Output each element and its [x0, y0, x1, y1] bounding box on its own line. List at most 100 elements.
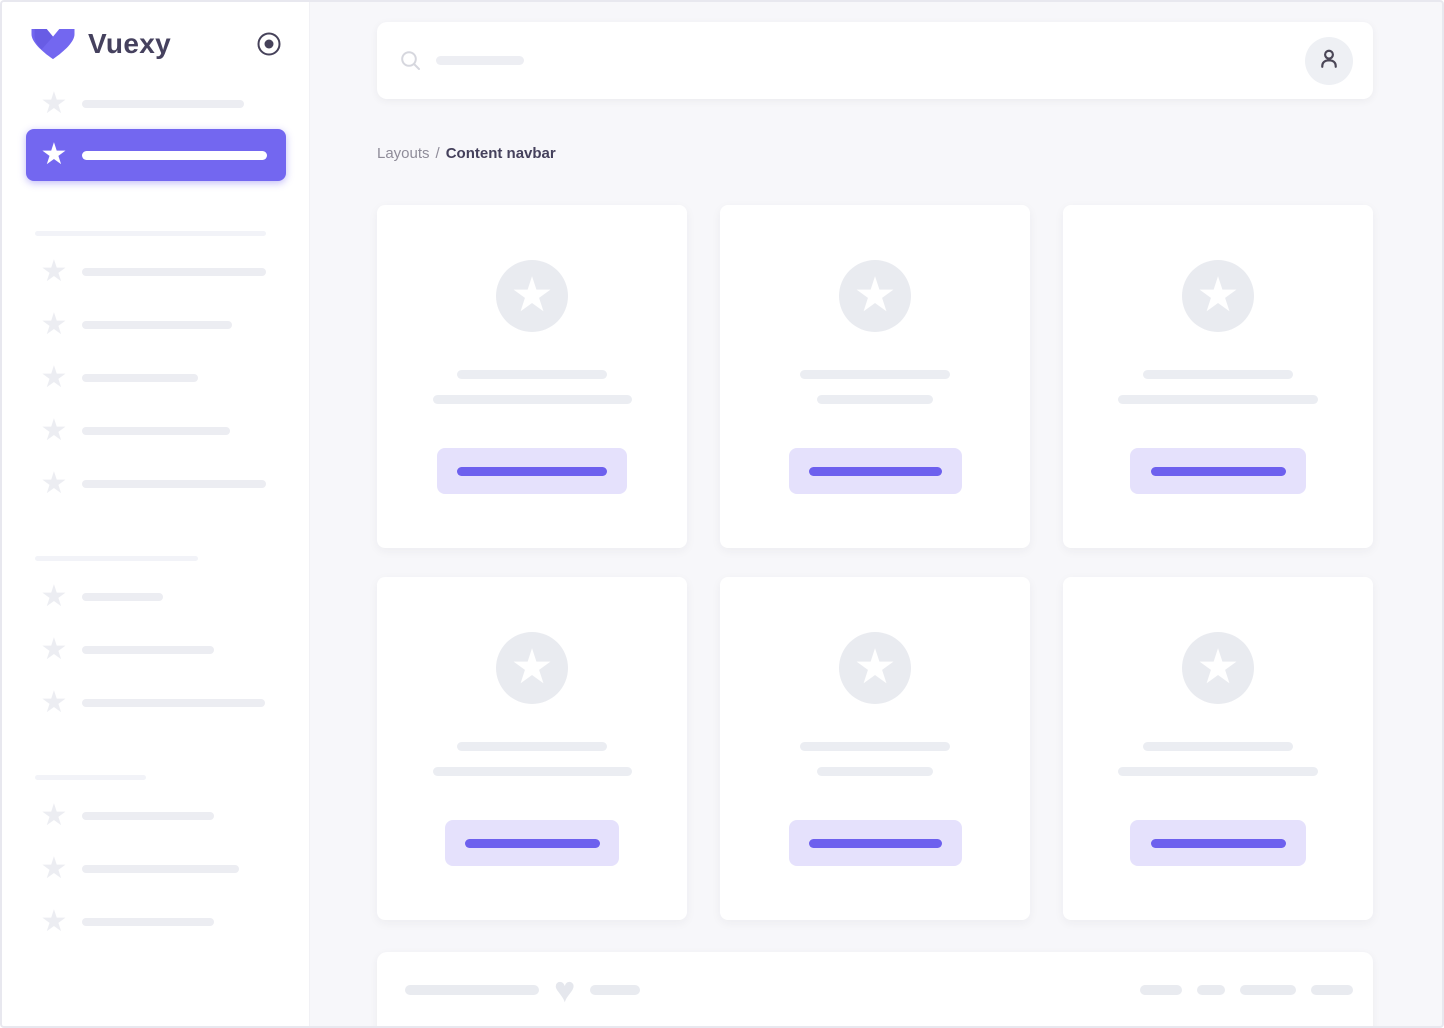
star-icon: ★: [40, 87, 68, 120]
footer: ♥: [377, 952, 1373, 1026]
placeholder-card: ★: [1063, 577, 1373, 920]
user-avatar-button[interactable]: [1305, 36, 1353, 85]
app-logo[interactable]: Vuexy: [30, 28, 171, 60]
main-content: Layouts / Content navbar ★ ★ ★ ★ ★ ★ ♥: [310, 2, 1442, 1026]
star-icon: ★: [40, 580, 68, 613]
sidebar-item[interactable]: ★: [41, 310, 285, 340]
sidebar-item-active[interactable]: ★: [26, 129, 286, 181]
card-avatar-circle: ★: [1182, 632, 1254, 704]
skeleton-bar: [590, 985, 641, 995]
card-avatar-circle: ★: [1182, 260, 1254, 332]
skeleton-line: [1143, 742, 1293, 751]
skeleton-line: [800, 742, 950, 751]
skeleton-bar: [82, 918, 214, 926]
card-avatar-circle: ★: [839, 632, 911, 704]
sidebar-item[interactable]: ★: [40, 580, 285, 613]
skeleton-line: [1143, 370, 1293, 379]
card-button[interactable]: [445, 820, 619, 866]
sidebar-item[interactable]: ★: [40, 87, 285, 120]
skeleton-bar: [82, 321, 232, 329]
breadcrumb-separator: /: [435, 145, 440, 162]
sidebar-item[interactable]: ★: [41, 688, 285, 718]
skeleton-bar: [82, 699, 265, 707]
placeholder-card: ★: [720, 205, 1030, 548]
app-title: Vuexy: [88, 28, 171, 59]
star-icon: ★: [1196, 269, 1240, 322]
placeholder-card: ★: [720, 577, 1030, 920]
card-button[interactable]: [1130, 820, 1306, 866]
sidebar-item[interactable]: ★: [40, 633, 285, 666]
sidebar-item[interactable]: ★: [40, 255, 285, 288]
skeleton-bar: [1240, 985, 1296, 995]
skeleton-line: [1118, 395, 1318, 404]
skeleton-bar: [1140, 985, 1182, 995]
button-skeleton-bar: [1150, 466, 1286, 476]
skeleton-line: [1118, 767, 1318, 776]
skeleton-line: [457, 742, 607, 751]
skeleton-line: [817, 767, 933, 776]
sidebar-item[interactable]: ★: [41, 469, 285, 499]
search-input[interactable]: [400, 50, 1305, 71]
star-icon: ★: [853, 641, 897, 694]
menu-section-divider: [35, 556, 198, 561]
record-circle-icon: [255, 30, 283, 58]
button-skeleton-bar: [457, 466, 607, 476]
skeleton-bar: [405, 985, 539, 995]
menu-section-divider: [35, 231, 266, 236]
card-button[interactable]: [788, 448, 962, 494]
card-avatar-circle: ★: [496, 260, 568, 332]
cards-grid: ★ ★ ★ ★ ★ ★: [377, 205, 1373, 920]
sidebar-menu: ★ ★ ★ ★ ★ ★ ★ ★ ★ ★ ★ ★ ★: [2, 87, 309, 937]
search-icon: [400, 50, 421, 71]
button-skeleton-bar: [464, 838, 600, 848]
button-skeleton-bar: [808, 466, 942, 476]
skeleton-bar: [82, 865, 239, 873]
skeleton-line: [457, 370, 607, 379]
sidebar: Vuexy ★ ★ ★ ★ ★ ★ ★ ★ ★ ★ ★ ★ ★: [2, 2, 310, 1026]
search-placeholder-skeleton: [436, 56, 524, 65]
star-icon: ★: [40, 799, 68, 832]
star-icon: ★: [40, 633, 68, 666]
card-button[interactable]: [1130, 448, 1306, 494]
breadcrumb: Layouts / Content navbar: [377, 145, 1373, 163]
button-skeleton-bar: [1150, 838, 1286, 848]
star-icon: ★: [40, 852, 68, 885]
skeleton-bar: [82, 268, 266, 276]
footer-right: [1140, 976, 1353, 1004]
sidebar-header: Vuexy: [2, 2, 309, 60]
card-avatar-circle: ★: [496, 632, 568, 704]
sidebar-item[interactable]: ★: [41, 363, 285, 393]
star-icon: ★: [40, 138, 68, 171]
star-icon: ★: [40, 414, 68, 447]
card-button[interactable]: [437, 448, 627, 494]
star-icon: ★: [853, 269, 897, 322]
skeleton-line: [817, 395, 933, 404]
skeleton-line: [432, 395, 632, 404]
sidebar-item[interactable]: ★: [40, 852, 285, 885]
skeleton-line: [432, 767, 632, 776]
skeleton-bar: [82, 150, 267, 160]
placeholder-card: ★: [377, 577, 687, 920]
sidebar-item[interactable]: ★: [40, 414, 285, 447]
star-icon: ★: [510, 269, 554, 322]
footer-left: ♥: [405, 972, 641, 1008]
button-skeleton-bar: [808, 838, 942, 848]
skeleton-bar: [82, 593, 163, 601]
vuexy-logo-icon: [30, 28, 76, 60]
skeleton-bar: [82, 480, 266, 488]
skeleton-bar: [1311, 985, 1353, 995]
sidebar-item[interactable]: ★: [41, 907, 285, 937]
skeleton-bar: [1197, 985, 1225, 995]
star-icon: ★: [40, 255, 68, 288]
breadcrumb-parent[interactable]: Layouts: [377, 145, 430, 162]
star-icon: ★: [1196, 641, 1240, 694]
sidebar-item[interactable]: ★: [40, 799, 285, 832]
breadcrumb-current: Content navbar: [445, 145, 556, 162]
card-avatar-circle: ★: [839, 260, 911, 332]
person-icon: [1316, 46, 1342, 75]
menu-pin-toggle[interactable]: [255, 30, 283, 58]
skeleton-bar: [82, 812, 214, 820]
menu-section-divider: [35, 775, 146, 780]
card-button[interactable]: [788, 820, 962, 866]
